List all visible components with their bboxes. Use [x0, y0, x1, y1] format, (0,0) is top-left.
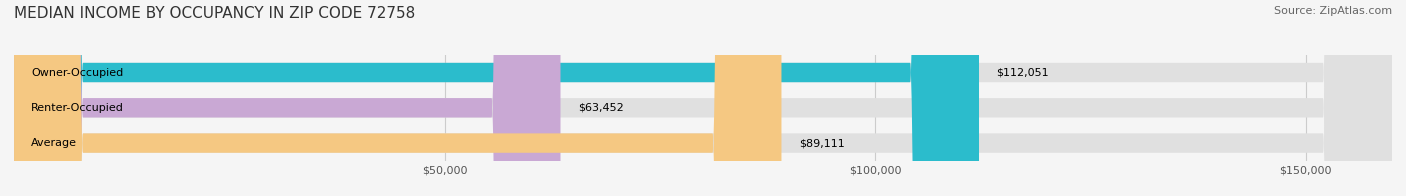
Text: Owner-Occupied: Owner-Occupied [31, 67, 124, 78]
Text: $89,111: $89,111 [799, 138, 845, 148]
FancyBboxPatch shape [14, 0, 1392, 196]
FancyBboxPatch shape [14, 0, 1392, 196]
Text: $63,452: $63,452 [578, 103, 623, 113]
Text: $112,051: $112,051 [997, 67, 1049, 78]
Text: Source: ZipAtlas.com: Source: ZipAtlas.com [1274, 6, 1392, 16]
Text: MEDIAN INCOME BY OCCUPANCY IN ZIP CODE 72758: MEDIAN INCOME BY OCCUPANCY IN ZIP CODE 7… [14, 6, 415, 21]
FancyBboxPatch shape [14, 0, 561, 196]
FancyBboxPatch shape [14, 0, 979, 196]
Text: Average: Average [31, 138, 77, 148]
FancyBboxPatch shape [14, 0, 782, 196]
Text: Renter-Occupied: Renter-Occupied [31, 103, 124, 113]
FancyBboxPatch shape [14, 0, 1392, 196]
